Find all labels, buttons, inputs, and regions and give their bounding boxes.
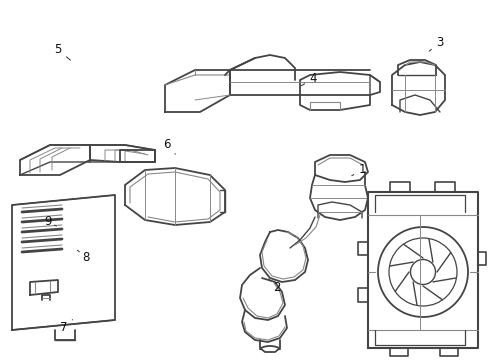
Text: 6: 6 (163, 138, 175, 154)
Text: 5: 5 (54, 43, 71, 60)
Text: 8: 8 (77, 250, 90, 264)
Text: 7: 7 (60, 320, 73, 334)
Text: 1: 1 (352, 163, 367, 176)
Text: 3: 3 (429, 36, 444, 51)
Text: 9: 9 (44, 215, 56, 228)
Text: 4: 4 (301, 72, 318, 86)
Text: 2: 2 (269, 279, 281, 294)
